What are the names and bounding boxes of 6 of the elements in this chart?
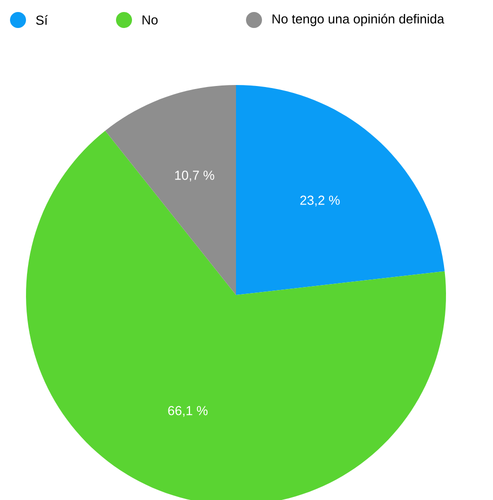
data-label: 10,7 % [175, 170, 214, 182]
data-label: 66,1 % [168, 406, 208, 417]
legend-label: No [142, 15, 158, 25]
legend-label: No tengo una opinión definida [272, 14, 444, 26]
data-label: 23,2 % [300, 196, 340, 206]
legend-label: Sí [36, 15, 48, 25]
